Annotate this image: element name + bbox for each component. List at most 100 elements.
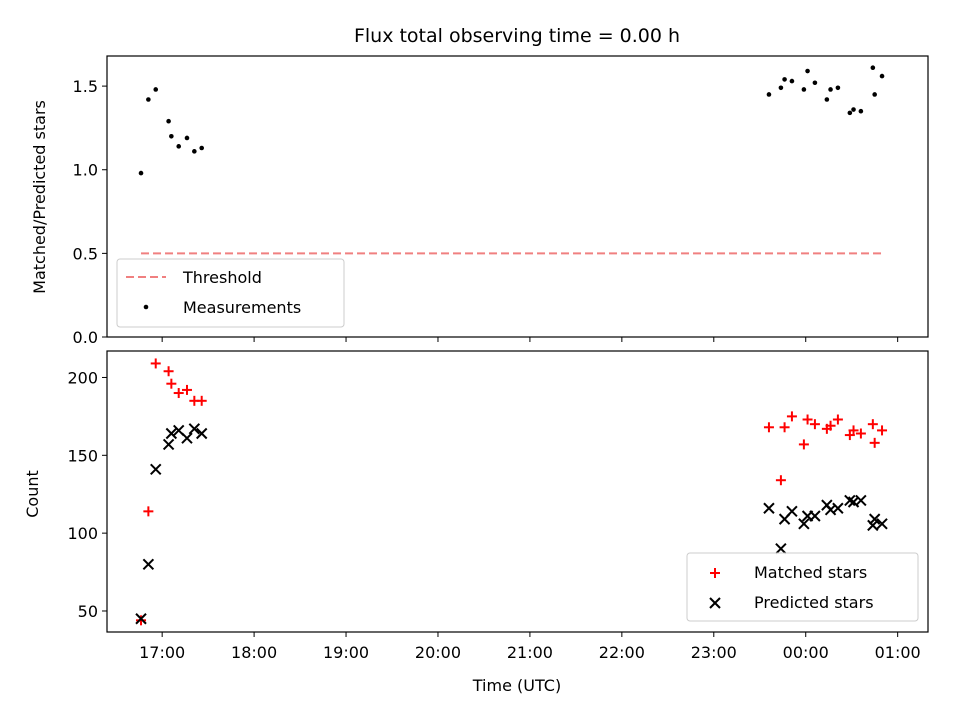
matched-star-point bbox=[173, 388, 184, 399]
predicted-legend-label: Predicted stars bbox=[754, 593, 874, 612]
top-axes-frame bbox=[106, 55, 929, 338]
measurement-point bbox=[138, 170, 144, 176]
matched-star-point bbox=[196, 395, 207, 406]
threshold-legend-label: Threshold bbox=[182, 268, 262, 287]
predicted-star-point bbox=[809, 510, 821, 522]
matched-star-point bbox=[869, 437, 880, 448]
top-y-tick-label: 0.5 bbox=[73, 244, 98, 263]
measurement-point bbox=[199, 145, 204, 151]
top-legend: Threshold Measurements bbox=[116, 258, 345, 328]
matched-star-point bbox=[832, 414, 843, 425]
measurement-point bbox=[146, 97, 151, 102]
measurement-point bbox=[870, 65, 876, 71]
matched-star-point bbox=[802, 414, 813, 425]
matched-star-point bbox=[825, 420, 836, 431]
matched-star-point bbox=[877, 425, 888, 436]
measurement-point bbox=[851, 107, 856, 112]
measurement-point bbox=[847, 110, 853, 116]
measurement-point bbox=[782, 77, 787, 82]
measurement-point bbox=[835, 85, 841, 91]
bottom-y-tick-label: 150 bbox=[67, 446, 98, 465]
x-tick-label: 22:00 bbox=[599, 643, 645, 662]
matched-star-point bbox=[848, 425, 859, 436]
bottom-axes-frame bbox=[106, 350, 929, 633]
predicted-star-point bbox=[844, 494, 856, 507]
predicted-star-point bbox=[165, 427, 178, 440]
matched-star-point bbox=[779, 422, 790, 433]
top-legend-box bbox=[116, 258, 345, 328]
measurement-point bbox=[789, 78, 795, 84]
predicted-star-point bbox=[195, 427, 208, 440]
x-tick-label: 17:00 bbox=[139, 643, 185, 662]
bottom-x-ticks: 17:00 18:00 19:00 20:00 21:00 22:00 23:00 00:00… bbox=[139, 632, 921, 662]
predicted-star-point bbox=[786, 505, 798, 518]
matched-star-point bbox=[786, 411, 797, 422]
bottom-y-axis-label: Count bbox=[23, 470, 42, 518]
measurement-point bbox=[824, 97, 830, 102]
bottom-y-tick-label: 100 bbox=[67, 524, 98, 543]
measurement-point bbox=[766, 92, 772, 97]
x-tick-label: 01:00 bbox=[875, 643, 921, 662]
x-tick-label: 19:00 bbox=[323, 643, 369, 662]
top-y-tick-label: 1.5 bbox=[73, 77, 98, 96]
predicted-star-point bbox=[832, 502, 844, 514]
matched-star-point bbox=[163, 366, 174, 377]
measurement-points bbox=[138, 65, 885, 176]
predicted-star-point bbox=[876, 518, 888, 530]
measurement-point bbox=[169, 133, 174, 139]
measurement-point bbox=[879, 73, 885, 79]
measurements-legend-label: Measurements bbox=[183, 298, 301, 317]
top-y-tick-label: 1.0 bbox=[73, 161, 98, 180]
matched-star-point bbox=[867, 419, 878, 430]
matched-star-point bbox=[143, 506, 154, 517]
bottom-legend: Matched stars Predicted stars bbox=[686, 552, 919, 622]
measurement-point bbox=[153, 87, 159, 92]
measurement-point bbox=[192, 149, 197, 154]
predicted-star-point bbox=[868, 513, 881, 525]
measurement-point bbox=[805, 68, 810, 74]
measurement-point bbox=[166, 118, 171, 124]
matched-star-point bbox=[809, 419, 820, 430]
top-y-ticks: 0.0 0.5 1.0 1.5 bbox=[73, 77, 107, 347]
matched-star-point bbox=[181, 384, 192, 395]
matched-star-point bbox=[798, 439, 809, 450]
bottom-y-ticks: 50 100 150 200 bbox=[67, 368, 107, 621]
top-y-axis-label: Matched/Predicted stars bbox=[30, 100, 49, 294]
x-axis-label: Time (UTC) bbox=[472, 676, 561, 695]
predicted-star-point bbox=[150, 463, 162, 476]
measurement-point bbox=[812, 80, 818, 86]
predicted-star-point bbox=[188, 423, 201, 435]
matched-star-point bbox=[775, 475, 786, 486]
count-points bbox=[135, 358, 888, 626]
matched-legend-label: Matched stars bbox=[754, 563, 867, 582]
matched-star-point bbox=[136, 615, 147, 626]
predicted-star-point bbox=[135, 613, 147, 625]
predicted-star-point bbox=[142, 558, 155, 570]
measurement-point bbox=[801, 87, 807, 92]
chart-title: Flux total observing time = 0.00 h bbox=[354, 25, 680, 47]
predicted-star-point bbox=[162, 438, 175, 451]
matched-legend-swatch bbox=[710, 568, 720, 578]
bottom-y-tick-label: 50 bbox=[78, 602, 98, 621]
measurement-point bbox=[872, 92, 877, 97]
matched-star-point bbox=[855, 428, 866, 439]
measurements-legend-swatch bbox=[143, 304, 149, 310]
measurement-point bbox=[828, 87, 833, 92]
bottom-y-tick-label: 200 bbox=[67, 368, 98, 387]
x-tick-label: 00:00 bbox=[783, 643, 829, 662]
x-tick-label: 18:00 bbox=[231, 643, 277, 662]
top-y-tick-label: 0.0 bbox=[73, 328, 98, 347]
predicted-star-point bbox=[775, 543, 787, 555]
predicted-legend-swatch bbox=[709, 597, 721, 609]
x-tick-label: 20:00 bbox=[415, 643, 461, 662]
bottom-legend-box bbox=[686, 552, 919, 622]
top-x-ticks bbox=[161, 337, 899, 342]
measurement-point bbox=[184, 135, 190, 141]
predicted-star-point bbox=[763, 502, 775, 514]
x-tick-label: 23:00 bbox=[691, 643, 737, 662]
x-tick-label: 21:00 bbox=[507, 643, 553, 662]
predicted-star-point bbox=[855, 494, 867, 507]
measurement-point bbox=[176, 144, 182, 149]
